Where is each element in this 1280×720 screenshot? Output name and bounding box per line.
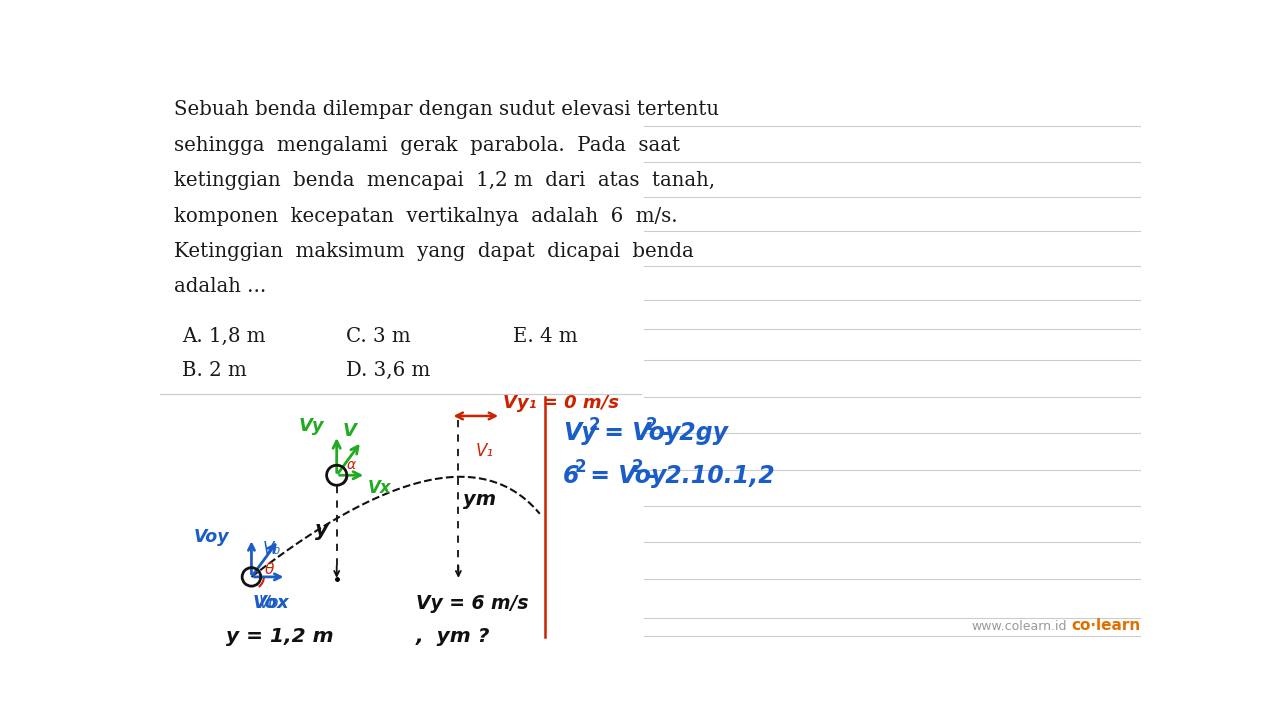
Text: V₁: V₁ bbox=[475, 441, 493, 459]
Text: y: y bbox=[315, 520, 329, 540]
Text: Vy₁ = 0 m/s: Vy₁ = 0 m/s bbox=[503, 394, 620, 412]
Text: V₀: V₀ bbox=[264, 540, 282, 558]
Text: Ketinggian  maksimum  yang  dapat  dicapai  benda: Ketinggian maksimum yang dapat dicapai b… bbox=[174, 242, 694, 261]
Text: Vx: Vx bbox=[367, 479, 392, 497]
Text: θ: θ bbox=[265, 562, 274, 577]
Text: E. 4 m: E. 4 m bbox=[512, 327, 577, 346]
Text: 6: 6 bbox=[563, 464, 580, 487]
Text: Sebuah benda dilempar dengan sudut elevasi tertentu: Sebuah benda dilempar dengan sudut eleva… bbox=[174, 100, 719, 120]
Text: 2: 2 bbox=[632, 459, 644, 477]
Text: 2: 2 bbox=[589, 416, 600, 434]
Text: - 2.10.1,2: - 2.10.1,2 bbox=[639, 464, 774, 487]
Text: D. 3,6 m: D. 3,6 m bbox=[346, 361, 430, 379]
Text: Vy = 6 m/s: Vy = 6 m/s bbox=[416, 594, 529, 613]
Text: V: V bbox=[342, 422, 356, 440]
Text: Vox: Vox bbox=[259, 594, 289, 612]
Text: Vy: Vy bbox=[300, 417, 325, 435]
Text: ketinggian  benda  mencapai  1,2 m  dari  atas  tanah,: ketinggian benda mencapai 1,2 m dari ata… bbox=[174, 171, 716, 190]
Text: α: α bbox=[347, 458, 356, 472]
Text: = Voy: = Voy bbox=[581, 464, 666, 487]
Text: C. 3 m: C. 3 m bbox=[346, 327, 411, 346]
Text: co·learn: co·learn bbox=[1071, 618, 1140, 633]
Text: Vox: Vox bbox=[253, 594, 289, 612]
Text: www.colearn.id: www.colearn.id bbox=[972, 620, 1066, 633]
Text: y = 1,2 m: y = 1,2 m bbox=[225, 627, 334, 646]
Text: sehingga  mengalami  gerak  parabola.  Pada  saat: sehingga mengalami gerak parabola. Pada … bbox=[174, 135, 680, 155]
Text: ,  ym ?: , ym ? bbox=[416, 627, 490, 646]
Text: 2: 2 bbox=[575, 459, 586, 477]
Text: A. 1,8 m: A. 1,8 m bbox=[182, 327, 265, 346]
Text: ym: ym bbox=[463, 490, 497, 509]
Text: adalah ...: adalah ... bbox=[174, 277, 266, 297]
Text: Voy: Voy bbox=[193, 528, 229, 546]
Text: = Voy: = Voy bbox=[595, 421, 680, 446]
Text: - 2gy: - 2gy bbox=[653, 421, 728, 446]
Text: 2: 2 bbox=[646, 416, 658, 434]
Text: komponen  kecepatan  vertikalnya  adalah  6  m/s.: komponen kecepatan vertikalnya adalah 6 … bbox=[174, 207, 677, 225]
Text: B. 2 m: B. 2 m bbox=[182, 361, 247, 379]
Text: Vy: Vy bbox=[563, 421, 596, 446]
